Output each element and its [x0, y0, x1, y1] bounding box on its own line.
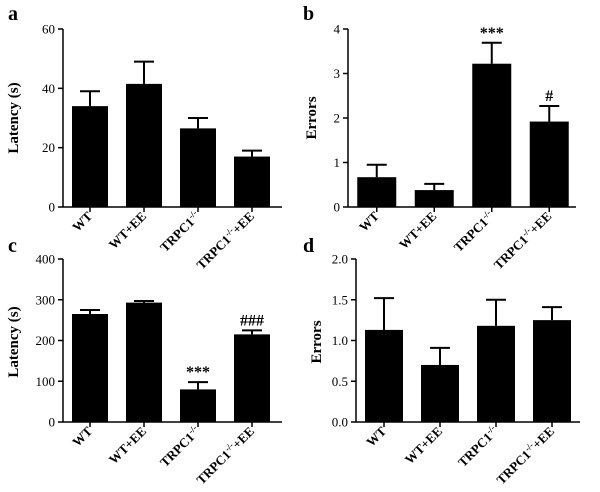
y-tick-label: 2	[334, 111, 341, 126]
panel-letter: c	[8, 235, 17, 257]
bar	[72, 106, 108, 207]
y-tick-label: 20	[42, 140, 55, 155]
y-tick-label: 100	[36, 374, 56, 389]
y-tick-label: 0.5	[332, 374, 348, 389]
bar	[234, 156, 270, 207]
y-tick-label: 60	[42, 22, 55, 37]
x-tick-label: WT+EE	[402, 424, 445, 467]
y-tick-label: 2.0	[332, 252, 348, 267]
panel-d: d Errors 0.0 0.5 1.0 1.5 2.0 WT WT+EE TRPC1-/-T…	[303, 235, 580, 487]
y-tick-label: 40	[42, 81, 55, 96]
y-tick-label: 0	[49, 200, 56, 215]
x-tick-label: TRPC1-/-+EE	[493, 423, 557, 487]
y-tick-label: 200	[36, 333, 56, 348]
x-tick-label: TRPC1-/-	[156, 423, 203, 470]
y-tick-label: 0	[334, 200, 341, 215]
y-tick-label: 1.0	[332, 333, 348, 348]
x-tick-label: TRPC1-/-+EE	[490, 208, 554, 272]
x-tick-label: WT	[356, 208, 382, 234]
bar	[529, 121, 569, 207]
y-axis-label: Latency (s)	[6, 306, 22, 377]
bar	[472, 63, 512, 208]
y-tick-label: 0.0	[332, 415, 348, 430]
x-tick-label: TRPC1-/-	[156, 208, 203, 255]
x-tick-label: TRPC1-/-	[450, 208, 497, 255]
plot-area: 0.0 0.5 1.0 1.5 2.0 WT WT+EE TRPC1-/-TRPC1-/-+E…	[332, 252, 580, 487]
y-axis-label: Errors	[304, 96, 320, 139]
y-axis-label: Latency (s)	[6, 82, 22, 153]
significance-label: #	[545, 88, 553, 105]
panel-a: a Latency (s) 0 20 40 60 WT WT+EE TRPC1-/-TRPC…	[6, 3, 282, 272]
x-tick-label: WT+EE	[106, 424, 149, 467]
x-tick-label: TRPC1-/-+EE	[193, 423, 257, 487]
y-tick-label: 1.5	[332, 292, 348, 307]
panel-b: b Errors 0 1 2 3 4 WT WT+EE *** TRPC1-/- # TRPC1-/…	[303, 3, 576, 272]
significance-label: ***	[480, 25, 504, 42]
bar	[533, 320, 571, 422]
x-tick-label: TRPC1-/-+EE	[193, 208, 257, 272]
x-tick-label: WT	[69, 208, 95, 234]
significance-label: ***	[186, 364, 210, 381]
panel-letter: b	[303, 3, 314, 25]
x-tick-label: WT	[69, 423, 95, 449]
bar	[180, 128, 216, 207]
bar	[72, 314, 108, 422]
bar	[414, 190, 454, 207]
bar	[357, 177, 397, 207]
bar	[126, 302, 162, 422]
y-tick-label: 4	[334, 22, 341, 37]
x-tick-label: WT+EE	[396, 209, 439, 252]
bar	[365, 329, 403, 422]
bar	[421, 364, 459, 422]
panel-c: c Latency (s) 0 100 200 300 400 WT WT+EE *** TRP…	[6, 235, 282, 487]
panel-letter: d	[303, 235, 314, 257]
plot-area: 0 100 200 300 400 WT WT+EE *** TRPC1-/- ### TRPC1-…	[36, 252, 282, 487]
significance-label: ###	[240, 312, 264, 329]
plot-area: 0 20 40 60 WT WT+EE TRPC1-/-TRPC1-/-+EE	[42, 22, 282, 272]
plot-area: 0 1 2 3 4 WT WT+EE *** TRPC1-/- # TRPC1-/-+EE	[334, 22, 576, 272]
x-tick-label: TRPC1-/-	[454, 423, 501, 470]
bar	[477, 325, 515, 422]
y-tick-label: 0	[49, 415, 56, 430]
y-tick-label: 300	[36, 292, 56, 307]
y-tick-label: 3	[334, 66, 341, 81]
bar	[126, 83, 162, 207]
y-tick-label: 400	[36, 252, 56, 267]
panel-letter: a	[8, 3, 18, 25]
y-axis-label: Errors	[309, 320, 325, 363]
bar	[234, 334, 270, 422]
y-tick-label: 1	[334, 155, 341, 170]
x-tick-label: WT+EE	[106, 209, 149, 252]
x-tick-label: WT	[363, 423, 389, 449]
bar	[180, 389, 216, 422]
